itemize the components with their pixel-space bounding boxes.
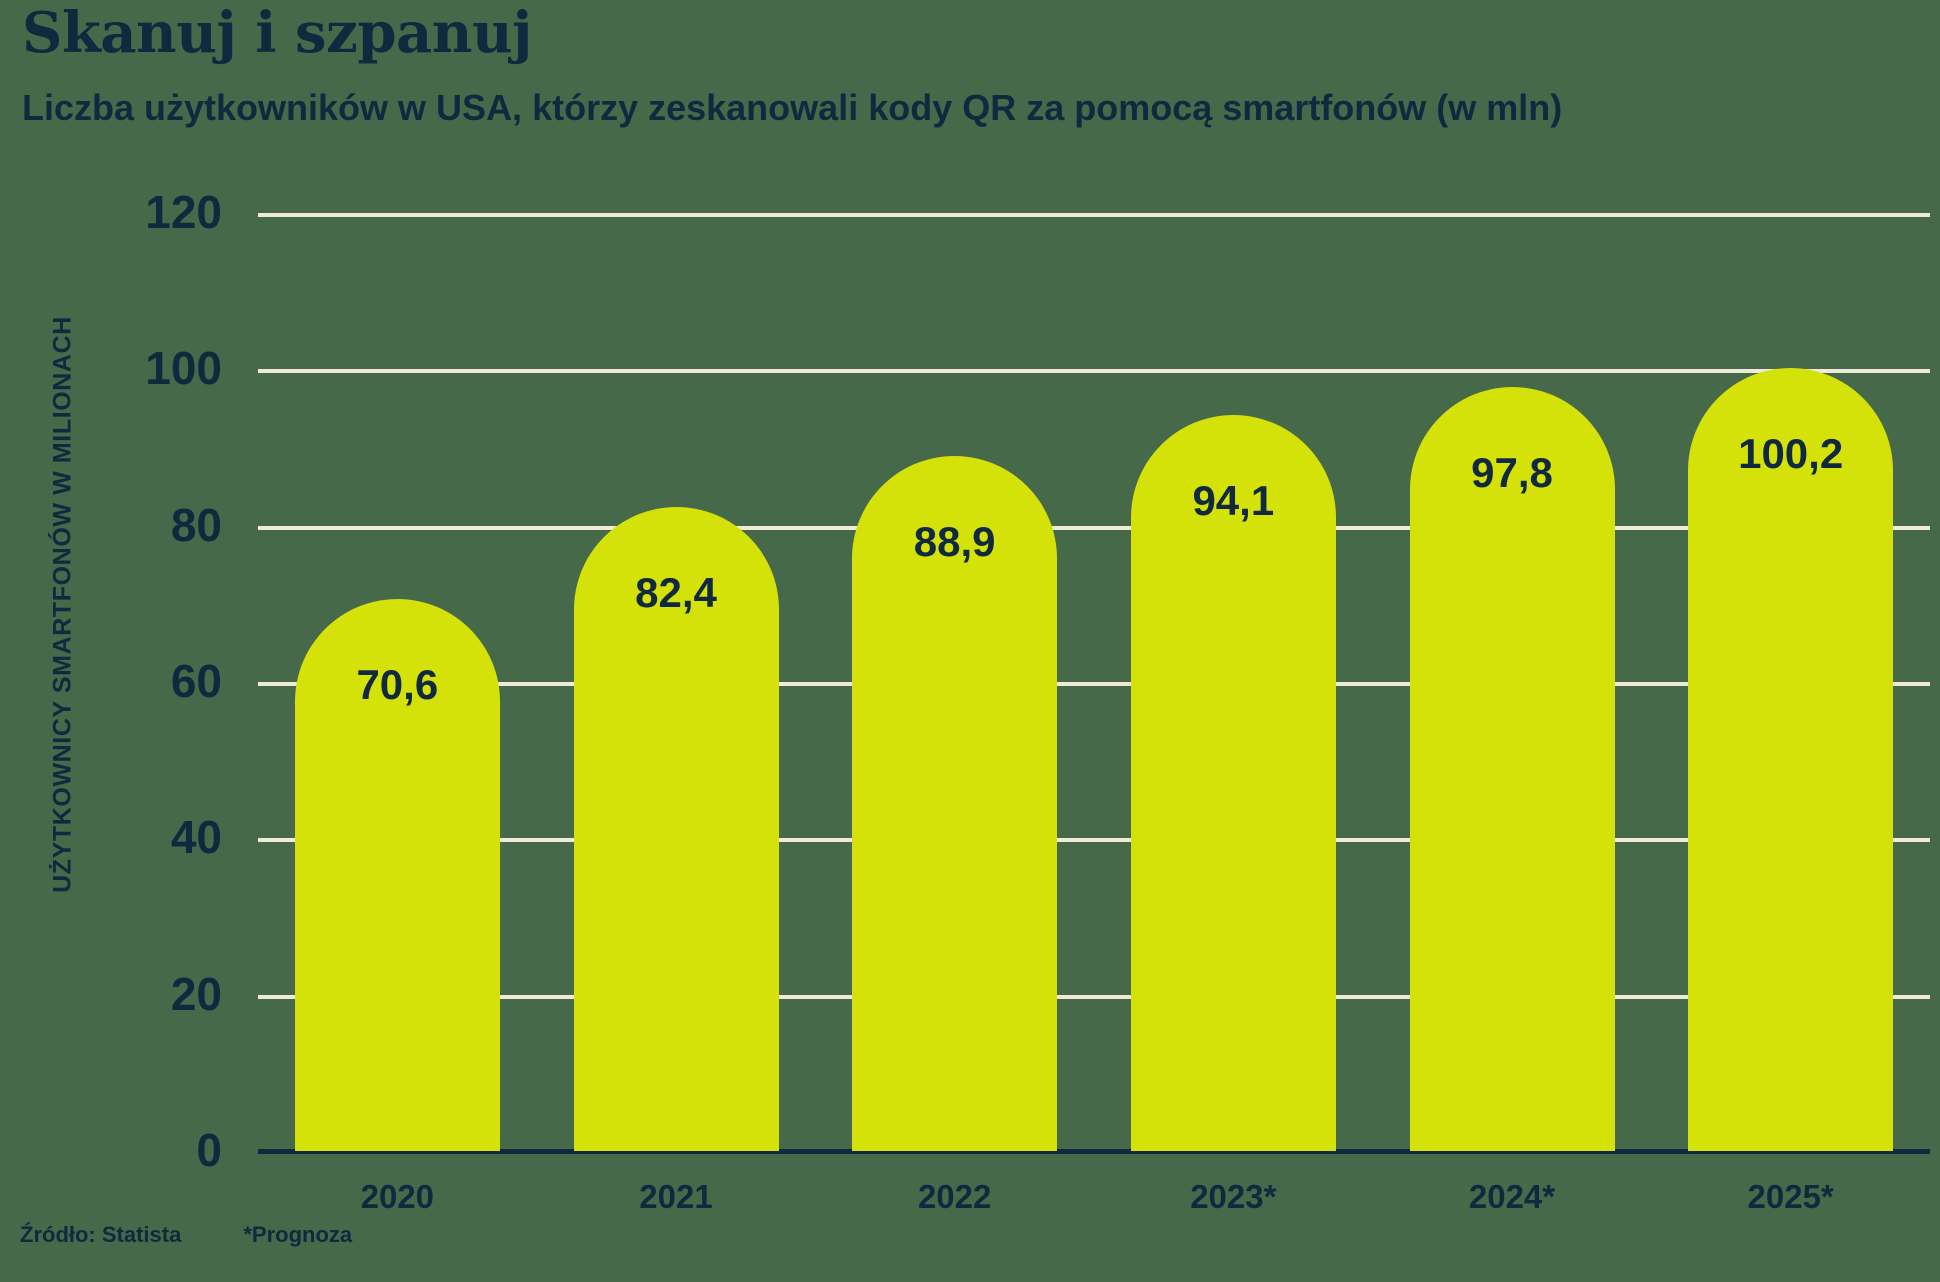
bar-value-label: 94,1 bbox=[1192, 477, 1275, 525]
bar-value-label: 82,4 bbox=[635, 568, 717, 616]
bar: 94,1 bbox=[1130, 415, 1336, 1151]
gridline bbox=[258, 213, 1930, 217]
y-axis-tick-label: 20 bbox=[170, 967, 222, 1020]
y-axis-tick-label: 120 bbox=[145, 186, 222, 238]
bar: 70,6 bbox=[294, 599, 500, 1151]
bar-value-label: 88,9 bbox=[913, 518, 996, 566]
forecast-note: *Prognoza bbox=[243, 1222, 353, 1247]
page-title: Skanuj i szpanuj bbox=[22, 0, 532, 66]
source-note: Źródło: Statista bbox=[20, 1222, 182, 1247]
y-axis-tick-label: 100 bbox=[145, 342, 222, 395]
bar: 100,2 bbox=[1688, 367, 1894, 1151]
x-axis-tick-label: 2023* bbox=[1190, 1178, 1277, 1215]
x-axis-tick-label: 2024* bbox=[1468, 1178, 1556, 1215]
gridline bbox=[258, 994, 1930, 999]
bar: 97,8 bbox=[1409, 386, 1615, 1151]
bar: 88,9 bbox=[852, 456, 1058, 1151]
y-axis-tick-label: 80 bbox=[170, 498, 222, 551]
y-axis-tick-label: 40 bbox=[170, 811, 222, 864]
gridline bbox=[258, 682, 1930, 686]
bar-value-label: 100,2 bbox=[1738, 429, 1844, 477]
gridline bbox=[258, 525, 1930, 530]
x-axis-tick-label: 2020 bbox=[360, 1178, 435, 1215]
bar-value-label: 70,6 bbox=[356, 661, 439, 709]
bar: 82,4 bbox=[573, 506, 779, 1151]
x-axis-tick-label: 2022 bbox=[917, 1178, 992, 1215]
y-axis-tick-label: 0 bbox=[196, 1124, 222, 1176]
gridline bbox=[258, 369, 1930, 374]
y-axis-tick-label: 60 bbox=[170, 655, 222, 707]
bar-value-label: 97,8 bbox=[1471, 448, 1553, 496]
x-axis-line bbox=[258, 1149, 1930, 1154]
x-axis-tick-label: 2025* bbox=[1747, 1178, 1834, 1215]
chart-subtitle: Liczba użytkowników w USA, którzy zeskan… bbox=[22, 86, 1563, 128]
chart-header: Skanuj i szpanuj Liczba użytkowników w U… bbox=[22, 4, 1922, 130]
chart-footer: Źródło: Statista *Prognoza bbox=[20, 1222, 352, 1248]
gridline bbox=[258, 838, 1930, 843]
x-axis-tick-label: 2021 bbox=[639, 1178, 713, 1215]
